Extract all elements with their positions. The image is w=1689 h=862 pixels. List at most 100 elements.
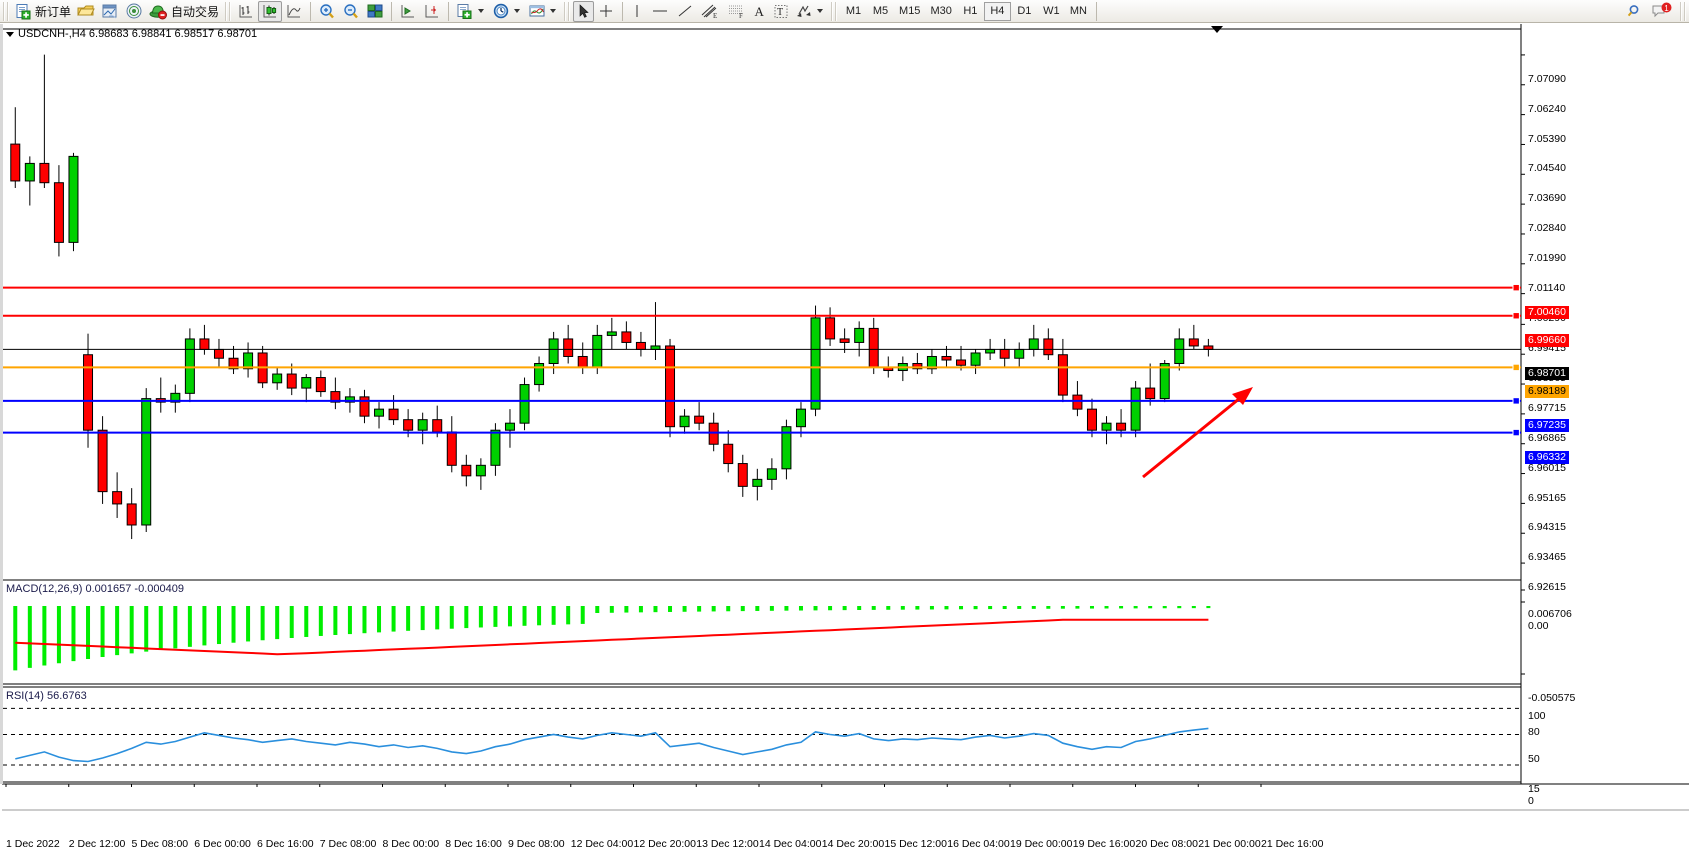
candle-body (199, 338, 210, 350)
candle-body (301, 377, 312, 389)
crosshair-button[interactable] (594, 1, 618, 22)
price-tick-label: 7.01990 (1528, 251, 1566, 264)
price-tag-support[interactable]: 6.97235 (1525, 418, 1569, 432)
price-tag-support[interactable]: 6.96332 (1525, 450, 1569, 464)
zoom-in-button[interactable] (315, 1, 339, 22)
timeframe-m1[interactable]: M1 (845, 5, 862, 17)
candle-body (752, 478, 763, 487)
vline-icon (630, 3, 644, 20)
rsi-tick-label: 80 (1528, 726, 1540, 739)
price-tag-current-price[interactable]: 6.98701 (1525, 367, 1569, 381)
price-tag-pivot[interactable]: 6.98189 (1525, 385, 1569, 399)
timeframe-h4[interactable]: H4 (983, 1, 1011, 21)
bar-chart-button[interactable] (234, 1, 258, 22)
rsi-line (15, 727, 1209, 763)
candle-body (970, 352, 981, 366)
time-tick-label: 14 Dec 04:00 (759, 838, 822, 850)
chart-symbol-label[interactable]: USDCNH-,H4 6.98683 6.98841 6.98517 6.987… (6, 28, 257, 40)
chart-menu-triangle-icon[interactable] (6, 31, 14, 37)
timeframe-d1[interactable]: D1 (1017, 5, 1032, 17)
price-tag-resistance[interactable]: 7.00460 (1525, 305, 1569, 319)
notification-button[interactable]: 1 (1647, 1, 1677, 22)
cursor-icon (576, 3, 591, 20)
candle-body (1159, 363, 1170, 400)
expert-advisor-button[interactable]: 自动交易 (146, 1, 222, 22)
new-order-button[interactable]: 新订单 (12, 1, 74, 22)
timeframe-m5[interactable]: M5 (872, 5, 889, 17)
chart-canvas[interactable] (0, 24, 1689, 862)
trendline-button[interactable] (673, 1, 697, 22)
equidistant-channel-button[interactable]: E (697, 1, 723, 22)
zoom-in-icon (318, 3, 336, 20)
zoom-out-button[interactable] (339, 1, 363, 22)
toolbar-grip-5[interactable] (1680, 1, 1687, 21)
toolbar-grip[interactable] (3, 1, 10, 21)
horizontal-line-button[interactable] (647, 1, 673, 22)
arrows-icon (795, 3, 813, 20)
chart-container[interactable]: USDCNH-,H4 6.98683 6.98841 6.98517 6.987… (0, 24, 1689, 862)
indicators-button[interactable] (453, 1, 489, 22)
timeframe-w1[interactable]: W1 (1043, 5, 1060, 17)
candle-body (694, 415, 705, 424)
chevron-down-icon-2[interactable] (514, 9, 521, 13)
chevron-down-icon-3[interactable] (550, 9, 557, 13)
candle-body (10, 143, 21, 182)
macd-signal-line (15, 618, 1209, 656)
text-button[interactable]: A (749, 1, 770, 22)
candles-icon (261, 3, 279, 20)
candle-body (228, 357, 239, 370)
svg-text:E: E (713, 12, 717, 20)
text-label-button[interactable]: T (770, 1, 792, 22)
auto-scroll-button[interactable] (396, 1, 420, 22)
candle-body (184, 338, 195, 394)
tile-windows-button[interactable] (363, 1, 387, 22)
chart-shift-button[interactable] (420, 1, 444, 22)
timeframe-m15[interactable]: M15 (899, 5, 921, 17)
rsi-indicator-label: RSI(14) 56.6763 (6, 690, 87, 702)
autoscroll-icon (399, 3, 417, 20)
candlestick-chart-button[interactable] (258, 0, 283, 22)
arrows-button[interactable] (792, 1, 828, 22)
signals-button[interactable] (122, 1, 146, 22)
vertical-line-button[interactable] (627, 1, 647, 22)
price-tick-label: 6.96865 (1528, 431, 1566, 444)
templates-button[interactable] (525, 1, 561, 22)
timeframe-m30[interactable]: M30 (930, 5, 952, 17)
time-tick-label: 2 Dec 12:00 (68, 838, 126, 850)
chevron-down-icon-4[interactable] (817, 9, 824, 13)
data-window-button[interactable] (98, 1, 122, 22)
folder-icon (77, 3, 95, 20)
horizontal-level-lines (3, 283, 1521, 437)
toolbar-grip-3[interactable] (564, 1, 572, 21)
time-tick-label: 7 Dec 08:00 (319, 838, 377, 850)
price-tag-resistance[interactable]: 6.99660 (1525, 333, 1569, 347)
toolbar-grip-4[interactable] (831, 1, 839, 21)
new-order-icon (15, 3, 32, 20)
candle-body (1130, 387, 1141, 431)
timeframe-mn[interactable]: MN (1069, 5, 1087, 17)
timeframe-h1[interactable]: H1 (963, 5, 978, 17)
candle-body (1057, 354, 1068, 396)
price-tick-label: 6.93465 (1528, 551, 1566, 564)
candle-body (665, 345, 676, 428)
chevron-down-icon[interactable] (478, 9, 485, 13)
search-button[interactable] (1623, 1, 1647, 22)
macd-indicator-label: MACD(12,26,9) 0.001657 -0.000409 (6, 583, 184, 595)
candle-body (621, 331, 632, 343)
line-chart-button[interactable] (282, 1, 306, 22)
toolbar-grip-2[interactable] (225, 1, 233, 21)
history-button[interactable] (74, 1, 98, 22)
rsi-tick-label: 50 (1528, 752, 1540, 765)
fibonacci-button[interactable]: F (723, 1, 749, 22)
trend-arrow-annotation (1142, 387, 1253, 479)
candle-body (810, 317, 821, 410)
channel-e-icon: E (700, 3, 720, 20)
time-tick-label: 6 Dec 16:00 (257, 838, 314, 850)
radar-icon (125, 3, 143, 20)
indicators-icon (456, 3, 474, 20)
candle-body (563, 338, 574, 357)
time-tick-label: 6 Dec 00:00 (194, 838, 251, 850)
cursor-button[interactable] (573, 0, 595, 22)
periods-button[interactable] (489, 1, 525, 22)
candle-body (1086, 408, 1097, 431)
